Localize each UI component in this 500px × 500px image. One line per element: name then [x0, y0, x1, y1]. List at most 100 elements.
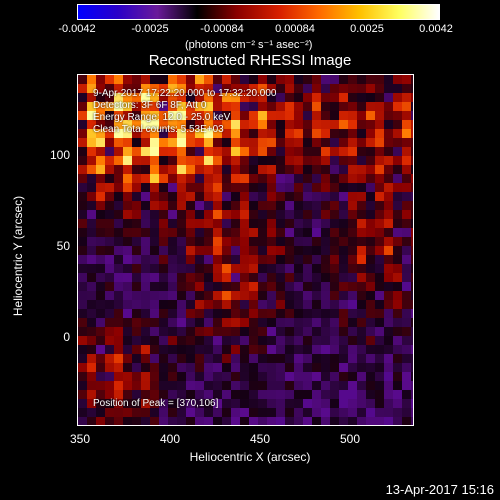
- image-pixel: [78, 129, 87, 138]
- image-pixel: [393, 129, 402, 138]
- image-pixel: [168, 138, 177, 147]
- image-pixel: [141, 363, 150, 372]
- image-pixel: [276, 210, 285, 219]
- image-pixel: [384, 282, 393, 291]
- image-pixel: [159, 327, 168, 336]
- image-pixel: [339, 282, 348, 291]
- image-pixel: [204, 372, 213, 381]
- image-pixel: [141, 111, 150, 120]
- image-pixel: [276, 201, 285, 210]
- image-pixel: [168, 201, 177, 210]
- image-pixel: [132, 255, 141, 264]
- image-pixel: [339, 192, 348, 201]
- image-pixel: [150, 273, 159, 282]
- image-pixel: [177, 111, 186, 120]
- image-pixel: [393, 417, 402, 425]
- image-pixel: [240, 237, 249, 246]
- image-pixel: [276, 75, 285, 84]
- image-pixel: [357, 417, 366, 425]
- image-pixel: [195, 237, 204, 246]
- image-pixel: [186, 291, 195, 300]
- image-pixel: [168, 417, 177, 425]
- image-pixel: [321, 372, 330, 381]
- image-pixel: [249, 255, 258, 264]
- image-pixel: [249, 75, 258, 84]
- image-pixel: [402, 318, 411, 327]
- image-pixel: [123, 318, 132, 327]
- image-pixel: [249, 210, 258, 219]
- image-pixel: [195, 102, 204, 111]
- image-pixel: [177, 390, 186, 399]
- image-pixel: [159, 210, 168, 219]
- image-pixel: [141, 372, 150, 381]
- image-pixel: [240, 282, 249, 291]
- image-pixel: [87, 408, 96, 417]
- image-pixel: [105, 93, 114, 102]
- image-pixel: [393, 201, 402, 210]
- image-pixel: [87, 309, 96, 318]
- image-pixel: [114, 327, 123, 336]
- image-pixel: [240, 273, 249, 282]
- image-pixel: [249, 174, 258, 183]
- image-pixel: [249, 363, 258, 372]
- image-pixel: [123, 390, 132, 399]
- image-pixel: [132, 309, 141, 318]
- image-pixel: [402, 75, 411, 84]
- image-pixel: [276, 381, 285, 390]
- image-pixel: [384, 246, 393, 255]
- image-pixel: [339, 219, 348, 228]
- image-pixel: [357, 390, 366, 399]
- image-pixel: [267, 138, 276, 147]
- image-pixel: [357, 219, 366, 228]
- image-pixel: [411, 84, 413, 93]
- image-pixel: [105, 282, 114, 291]
- image-pixel: [384, 273, 393, 282]
- image-pixel: [159, 318, 168, 327]
- image-pixel: [105, 102, 114, 111]
- image-pixel: [141, 93, 150, 102]
- image-pixel: [402, 273, 411, 282]
- image-pixel: [258, 102, 267, 111]
- image-pixel: [348, 282, 357, 291]
- image-pixel: [96, 300, 105, 309]
- image-pixel: [132, 399, 141, 408]
- image-pixel: [348, 255, 357, 264]
- image-pixel: [303, 372, 312, 381]
- image-pixel: [159, 246, 168, 255]
- image-pixel: [249, 111, 258, 120]
- image-pixel: [204, 192, 213, 201]
- image-pixel: [393, 210, 402, 219]
- image-pixel: [339, 165, 348, 174]
- image-pixel: [294, 156, 303, 165]
- image-pixel: [231, 75, 240, 84]
- image-pixel: [240, 147, 249, 156]
- image-pixel: [357, 318, 366, 327]
- image-pixel: [357, 408, 366, 417]
- image-pixel: [222, 120, 231, 129]
- image-pixel: [375, 336, 384, 345]
- image-pixel: [186, 174, 195, 183]
- image-pixel: [177, 228, 186, 237]
- image-pixel: [357, 237, 366, 246]
- image-pixel: [276, 219, 285, 228]
- image-pixel: [105, 327, 114, 336]
- image-pixel: [78, 282, 87, 291]
- image-pixel: [348, 381, 357, 390]
- image-pixel: [204, 255, 213, 264]
- image-pixel: [132, 345, 141, 354]
- image-pixel: [159, 354, 168, 363]
- energy-range-text: Energy Range: 12.0 - 25.0 keV: [93, 112, 231, 123]
- image-pixel: [222, 399, 231, 408]
- image-pixel: [267, 84, 276, 93]
- image-pixel: [348, 102, 357, 111]
- image-pixel: [258, 246, 267, 255]
- image-pixel: [375, 165, 384, 174]
- image-title: Reconstructed RHESSI Image: [148, 52, 352, 69]
- image-pixel: [339, 336, 348, 345]
- image-pixel: [240, 372, 249, 381]
- image-pixel: [393, 237, 402, 246]
- image-pixel: [168, 183, 177, 192]
- image-pixel: [132, 318, 141, 327]
- image-pixel: [339, 237, 348, 246]
- image-pixel: [204, 282, 213, 291]
